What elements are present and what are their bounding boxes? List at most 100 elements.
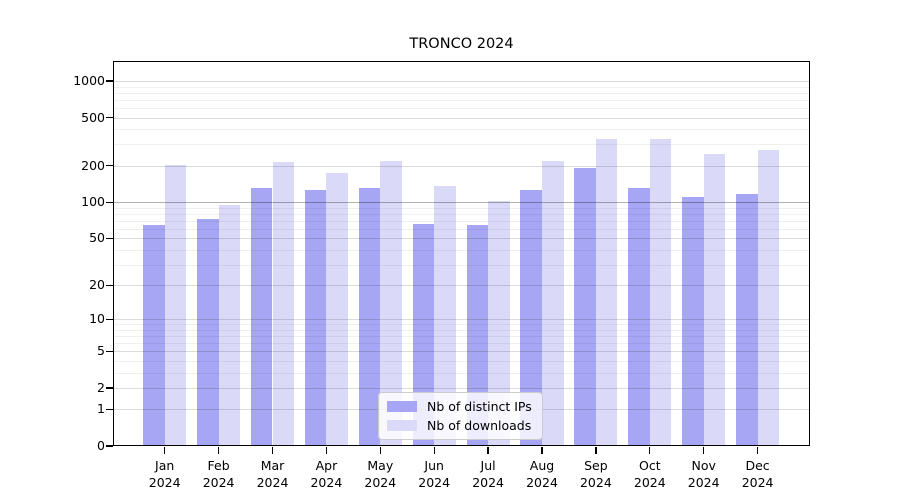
bar-distinct-ips-jan — [143, 224, 165, 446]
x-tick-month: Jul — [480, 458, 496, 473]
major-gridline-10 — [114, 319, 809, 321]
chart-title: TRONCO 2024 — [409, 36, 514, 52]
y-tick-mark-50 — [106, 237, 113, 239]
minor-gridline — [114, 264, 809, 266]
bar-distinct-ips-feb — [197, 219, 219, 446]
legend-label-downloads: Nb of downloads — [427, 418, 532, 433]
major-gridline-500 — [114, 117, 809, 119]
bar-distinct-ips-mar — [250, 188, 273, 446]
y-tick-mark-1000 — [106, 80, 113, 82]
x-tick-mark-oct — [649, 447, 651, 454]
x-tick-month: Oct — [638, 458, 661, 473]
minor-gridline — [114, 324, 809, 326]
x-tick-mark-jun — [433, 447, 435, 454]
minor-gridline — [114, 336, 809, 338]
x-tick-year: 2024 — [579, 475, 612, 490]
bar-downloads-mar — [272, 162, 295, 446]
y-tick-label-1000: 1000 — [73, 72, 105, 88]
x-tick-month: Nov — [691, 458, 716, 473]
bar-downloads-aug — [542, 160, 564, 446]
x-tick-month: Jun — [424, 458, 444, 473]
x-tick-mark-sep — [595, 447, 597, 454]
y-tick-label-2: 2 — [97, 379, 105, 395]
major-gridline-5 — [114, 351, 809, 353]
x-tick-year: 2024 — [148, 475, 181, 490]
minor-gridline — [114, 107, 809, 109]
y-tick-label-200: 200 — [81, 157, 105, 173]
minor-gridline — [114, 372, 809, 374]
x-tick-month: Aug — [529, 458, 555, 473]
y-tick-label-0: 0 — [97, 438, 105, 453]
x-tick-mark-apr — [325, 447, 328, 454]
minor-gridline — [114, 249, 809, 251]
bar-downloads-jul — [488, 201, 510, 446]
minor-gridline — [114, 220, 809, 222]
minor-gridline — [114, 207, 809, 209]
y-tick-label-500: 500 — [81, 109, 105, 125]
bar-downloads-sep — [595, 139, 618, 446]
y-tick-mark-200 — [106, 165, 113, 167]
y-tick-mark-1 — [106, 408, 113, 411]
y-tick-label-50: 50 — [89, 230, 105, 246]
minor-gridline — [114, 144, 809, 146]
bar-distinct-ips-oct — [628, 188, 650, 446]
y-tick-mark-2 — [106, 387, 113, 389]
x-tick-mark-may — [379, 447, 381, 454]
x-tick-year: 2024 — [256, 475, 289, 490]
x-tick-label-dec: Dec 2024 — [727, 457, 789, 491]
x-tick-mark-jan — [164, 447, 166, 454]
x-tick-month: Apr — [315, 458, 338, 473]
y-tick-mark-500 — [106, 116, 113, 119]
bar-distinct-ips-jun — [412, 223, 435, 446]
y-tick-mark-20 — [106, 284, 113, 286]
x-tick-year: 2024 — [687, 475, 720, 490]
bar-distinct-ips-nov — [682, 197, 704, 446]
x-tick-month: Sep — [584, 458, 608, 473]
x-tick-label-sep: Sep 2024 — [565, 457, 627, 491]
minor-gridline — [114, 92, 809, 94]
major-gridline-50 — [114, 238, 809, 240]
legend: Nb of distinct IPs Nb of downloads — [378, 392, 543, 440]
x-tick-mark-aug — [541, 447, 543, 454]
x-tick-year: 2024 — [472, 475, 504, 490]
x-tick-year: 2024 — [633, 475, 666, 490]
legend-item-downloads: Nb of downloads — [387, 418, 532, 433]
x-tick-year: 2024 — [202, 475, 235, 490]
bar-downloads-apr — [326, 172, 348, 446]
x-tick-label-jun: Jun 2024 — [403, 457, 465, 491]
x-tick-label-oct: Oct 2024 — [619, 457, 681, 491]
bar-downloads-jun — [434, 186, 456, 446]
y-tick-mark-5 — [106, 350, 113, 352]
minor-gridline — [114, 99, 809, 101]
x-tick-label-may: May 2024 — [349, 457, 411, 491]
major-gridline-2 — [114, 387, 809, 389]
y-tick-label-10: 10 — [89, 311, 105, 327]
minor-gridline — [114, 86, 809, 88]
minor-gridline — [114, 329, 809, 331]
bar-distinct-ips-aug — [520, 190, 542, 446]
bar-distinct-ips-dec — [736, 193, 758, 446]
x-tick-mark-mar — [271, 447, 274, 454]
x-tick-label-jul: Jul 2024 — [457, 457, 519, 491]
x-tick-label-feb: Feb 2024 — [188, 457, 250, 491]
bar-distinct-ips-apr — [304, 189, 327, 446]
legend-swatch-distinct-ips — [387, 401, 417, 412]
bar-downloads-may — [380, 160, 402, 446]
x-tick-month: May — [367, 458, 394, 473]
x-tick-label-aug: Aug 2024 — [511, 457, 573, 491]
major-gridline-20 — [114, 285, 809, 287]
legend-label-distinct-ips: Nb of distinct IPs — [427, 399, 532, 414]
bar-downloads-dec — [757, 149, 780, 446]
bar-downloads-jan — [164, 164, 187, 446]
x-tick-mark-feb — [217, 447, 220, 454]
y-tick-mark-0 — [106, 445, 113, 447]
x-tick-year: 2024 — [310, 475, 343, 490]
minor-gridline — [114, 129, 809, 131]
y-tick-label-100: 100 — [81, 194, 105, 210]
bar-downloads-oct — [649, 138, 672, 446]
legend-swatch-downloads — [387, 420, 417, 431]
bar-distinct-ips-may — [358, 188, 381, 446]
x-tick-label-nov: Nov 2024 — [673, 457, 735, 491]
